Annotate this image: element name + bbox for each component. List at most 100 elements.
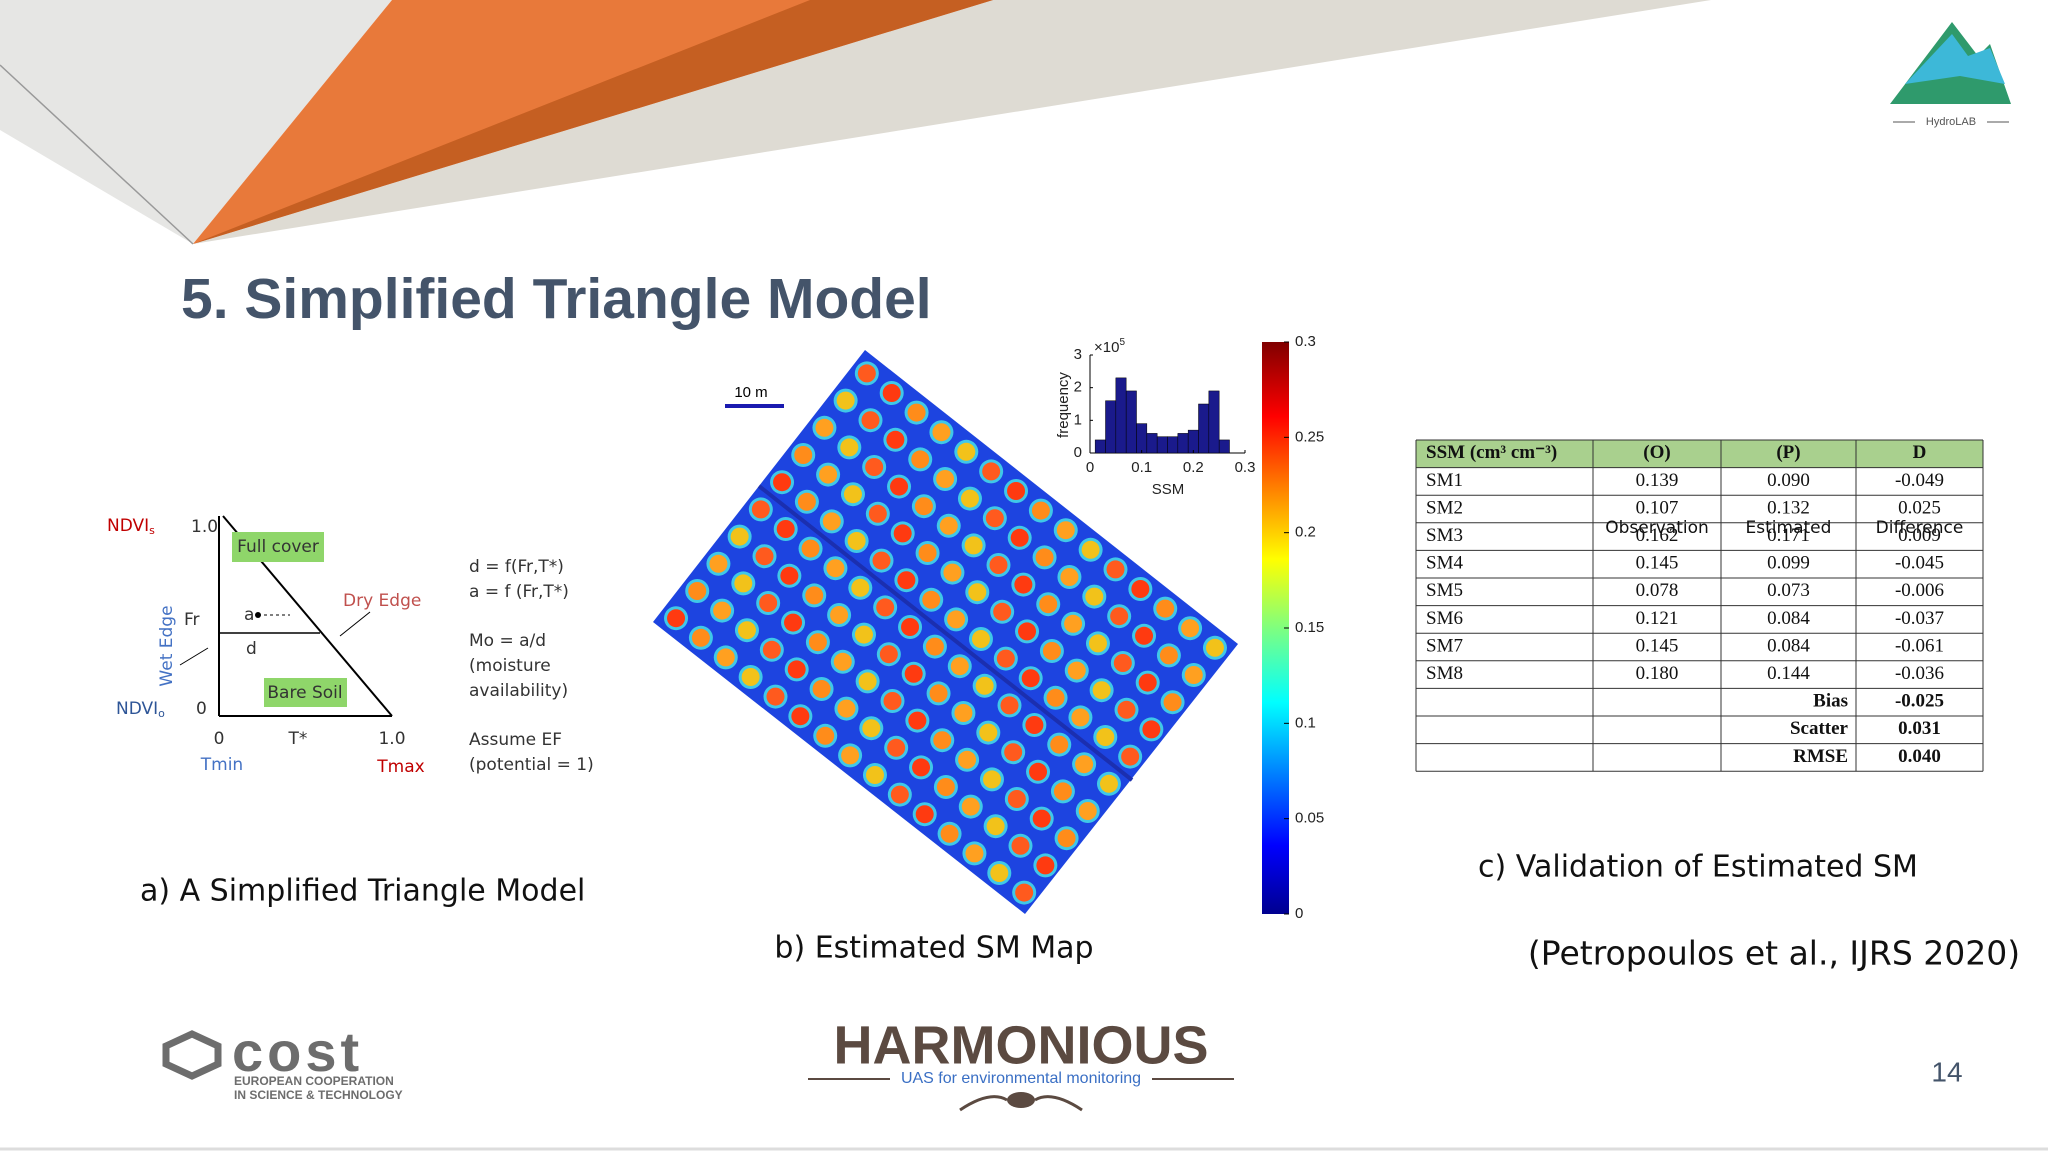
d: d [246,639,257,659]
crop-canopy [993,602,1012,621]
summary-label: Bias [1813,691,1848,712]
crop-canopy [882,384,901,402]
table-cell: -0.036 [1895,663,1944,684]
arrow [339,611,371,637]
colorbar-tick-label: 0.1 [1295,714,1316,731]
crop-canopy [876,598,895,617]
histogram-bar [1146,433,1158,454]
crop-canopy [1064,614,1083,633]
page-number: 14 [1931,1056,1962,1087]
summary-value: -0.025 [1895,691,1944,712]
crop-canopy [840,438,859,457]
table-cell: 0.132 [1767,497,1810,518]
table-cell: -0.006 [1895,580,1944,601]
crop-canopy [929,684,948,703]
crop-canopy [1110,607,1129,626]
base: ×10 [1094,339,1119,356]
crop-canopy [914,497,933,516]
crop-canopy [1067,661,1086,680]
table-cell: 0.090 [1767,470,1810,491]
crop-canopy [1092,681,1111,700]
crop-canopy [847,532,866,550]
table-cell: 0.171 [1767,525,1810,546]
crop-canopy [794,446,813,464]
bare-soil: Bare Soil [267,683,342,703]
table-cell: SM3 [1426,525,1463,546]
a: a [244,605,254,625]
table-cell: 0.025 [1898,497,1941,518]
full-cover-box [232,532,324,562]
equation: Assume EF [469,730,562,750]
crop-canopy [1081,540,1100,559]
arrow [179,647,209,666]
multiplier: ×105 [1094,337,1125,356]
crop-canopy [830,606,849,624]
ndvi-s: NDVIs [107,516,155,537]
histogram-bar [1156,436,1168,454]
crop-canopy [1138,673,1157,692]
table-cell: 0.099 [1767,553,1810,574]
crop-canopy [961,797,980,816]
x-tick-label: 0.3 [1235,459,1256,476]
crop-canopy [1135,626,1154,645]
crop-canopy [1021,669,1040,688]
crop-canopy [816,726,835,745]
equation: (moisture [469,656,551,676]
table-cell: 0.139 [1636,470,1679,491]
validation-table: SSM (cm³ cm⁻³) (O) (P) D SM1 0.139 0.090 -0.049… [1415,439,1984,772]
drone-arms [959,1095,1083,1112]
crop-canopy [1184,666,1203,684]
crop-canopy [1181,619,1200,638]
crop-canopy [975,676,994,695]
logo-water [1905,34,2005,84]
crop-canopy [843,485,862,504]
crop-canopy [964,536,983,555]
crop-canopy [911,450,930,469]
table-cell: 0.009 [1898,525,1941,546]
table-cell: SM2 [1426,497,1463,518]
equation: Mo = a/d [469,631,546,651]
crop-canopy [1015,883,1034,902]
crop-canopy [1035,548,1054,567]
colorbar-tick-label: 0.25 [1295,428,1324,445]
crop-canopy [730,527,749,546]
dark-orange-wedge [193,0,993,244]
crop-canopy [808,633,827,652]
crop-canopy [908,711,927,730]
crop-canopy [858,672,877,691]
crop-canopy [826,559,845,578]
crop-canopy [1031,501,1050,520]
crop-canopy [1113,654,1132,672]
y-tick-label: 3 [1074,346,1082,363]
crop-canopy [954,704,973,722]
map-seam [757,484,1134,782]
crop-canopy [1036,856,1055,875]
header-cell: SSM (cm³ cm⁻³) [1426,442,1557,463]
crop-canopy [1046,688,1065,707]
crop-canopy [979,723,998,742]
crop-canopy [791,707,810,726]
crop-canopy [879,645,898,664]
crop-canopy [1071,708,1090,727]
x-tick-label: 0 [1086,459,1094,476]
crop-canopy [925,637,944,656]
crop-canopy [734,574,753,593]
crop-canopy [801,539,820,558]
colorbar-tick-label: 0.2 [1295,524,1316,541]
citation: (Petropoulos et al., IJRS 2020) [1528,934,2020,973]
crop-canopy [922,590,941,609]
crop-canopy [865,458,884,476]
table-cell: -0.045 [1895,553,1944,574]
cost-line: IN SCIENCE & TECHNOLOGY [234,1088,403,1102]
histogram-bar [1167,436,1179,454]
crop-canopy [857,364,876,383]
crop-canopy [819,465,838,484]
table-cell: 0.084 [1767,635,1810,656]
colorbar: 0 0.05 0.1 0.15 0.2 0.25 0.3 [1262,333,1324,922]
crop-canopy [1085,587,1104,606]
table-cell: SM5 [1426,580,1463,601]
tmax: Tmax [376,757,424,777]
crop-canopy [1050,735,1069,754]
crop-canopy [709,554,728,573]
histogram-bar [1177,433,1189,454]
